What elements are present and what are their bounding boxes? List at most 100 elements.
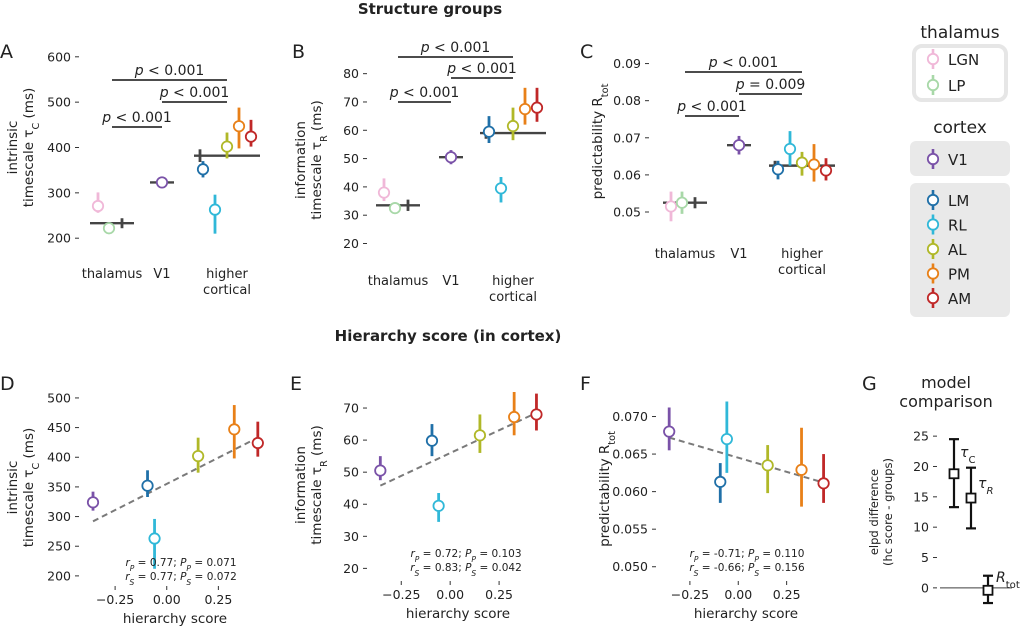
panel-B-xlabel-thalamus: thalamus — [368, 274, 429, 289]
panel-C-point-AL — [795, 156, 809, 169]
panel-C-sig-label-part: < 0.001 — [718, 55, 779, 71]
panel-E-ytick-label: 70 — [343, 401, 359, 416]
panel-A-point-PM — [232, 120, 246, 133]
panel-B-sig-label-part: p — [389, 85, 399, 101]
panel-A-xlabel-cortical: cortical — [203, 283, 251, 298]
legend-V1-marker — [926, 152, 940, 166]
panel-G-ytick-label: 25 — [913, 429, 929, 444]
panel-G-ytick-label: 20 — [913, 459, 929, 474]
panel-C-xlabel-higher: higher — [781, 247, 823, 262]
panel-F-xlabel: hierarchy score — [694, 606, 798, 622]
panel-E-stats-line-part: r — [410, 548, 415, 560]
section-title-bottom: Hierarchy score (in cortex) — [335, 327, 562, 345]
panel-E-stats-line-part: P — [471, 555, 476, 564]
panel-D-fit-line — [92, 436, 259, 523]
panel-A-ytick-label: 400 — [47, 140, 71, 155]
legend-PM-label: PM — [948, 266, 970, 284]
panel-D-xtick-label: −0.25 — [96, 592, 134, 607]
panel-G-label-tau-r-part: τ — [978, 476, 987, 492]
panel-C-sig-label-part: p — [708, 55, 718, 71]
panel-C-point-RL — [783, 142, 797, 156]
panel-E-point-LM — [425, 434, 439, 447]
panel-letter-B: B — [292, 41, 305, 63]
panel-D-point-RL — [148, 532, 161, 545]
panel-F-ytick-label: 0.065 — [612, 447, 648, 462]
panel-C-ylabel: predictability Rtot — [590, 83, 611, 199]
panel-E-point-AL — [473, 429, 487, 442]
panel-D-stats-line-part: r — [125, 557, 130, 569]
legend-AM-marker — [926, 291, 940, 305]
panel-E-stats-line-part: S — [471, 569, 476, 578]
legend-AM-label: AM — [948, 290, 971, 308]
legend-higher-box — [910, 183, 1010, 317]
panel-F-ylabel: predictability Rtot — [597, 431, 618, 547]
legend-AL-label: AL — [948, 241, 967, 259]
panel-D-ytick-label: 500 — [47, 390, 71, 405]
panel-C-ytick-label: 0.05 — [613, 205, 641, 220]
panel-G-label-tau-c-part: C — [968, 455, 975, 466]
panel-F-point-AL — [761, 459, 774, 472]
panel-D-stats-line-part: P — [180, 571, 187, 583]
panel-E-ylabel-line2: timescale τR (ms) — [309, 425, 330, 545]
panel-B-ylabel-line1: information — [293, 121, 309, 199]
legend-RL-label: RL — [948, 217, 967, 235]
panel-G-label-rtot: Rtot — [996, 570, 1020, 591]
panel-A-point-AL — [220, 140, 234, 153]
panel-E-stats-line-part: = 0.83; — [419, 562, 465, 574]
panel-G-label-tau-c: τC — [960, 445, 975, 466]
panel-F-stats-line-part: S — [694, 569, 699, 578]
panel-A-point-RL — [208, 203, 222, 216]
panel-C-ytick-label: 0.06 — [613, 167, 641, 182]
panel-A-point-LP — [102, 222, 116, 235]
panel-C-xlabel-cortical: cortical — [778, 263, 826, 278]
panel-A-sig-label: p < 0.001 — [101, 110, 172, 126]
panel-C-xlabel-v1: V1 — [730, 247, 747, 262]
panel-C-point-V1 — [732, 139, 746, 152]
panel-A-xlabel-higher: higher — [206, 267, 248, 282]
panel-B-point-LP — [388, 202, 402, 215]
panel-B-sig-label-part: p — [446, 61, 456, 77]
panel-E-stats-line-part: = 0.042 — [476, 562, 522, 574]
panel-F-ylabel-part: predictability R — [597, 445, 613, 547]
panel-F-point-AM — [817, 477, 830, 490]
panel-D-stats-line-part: P — [130, 564, 135, 573]
panel-E-stats-line-part: P — [465, 548, 472, 560]
panel-D-point-LM — [141, 479, 154, 492]
panel-D-point-AL — [192, 449, 205, 463]
panel-F-stats-line-part: = -0.71; — [698, 548, 748, 560]
panel-F-ylabel-part: tot — [607, 431, 618, 445]
panel-D-stats-line: rS = 0.77; PS = 0.072 — [125, 571, 237, 587]
panel-F-ytick-label: 0.050 — [612, 559, 648, 574]
panel-B-point-V1 — [444, 151, 458, 164]
panel-F-stats-line-part: r — [690, 548, 695, 560]
panel-G-ytick-label: 5 — [921, 550, 929, 565]
panel-F-xtick-label: 0.25 — [773, 587, 801, 602]
panel-G-point-R_tot — [982, 584, 994, 596]
legend-V1-label: V1 — [948, 151, 968, 169]
panel-F-ytick-label: 0.055 — [612, 522, 648, 537]
panel-F-xtick-label: −0.25 — [671, 587, 709, 602]
panel-B-ytick-label: 60 — [343, 123, 359, 138]
panel-E-stats-line: rS = 0.83; PS = 0.042 — [410, 562, 522, 578]
panel-B-point-RL — [494, 182, 508, 195]
panel-B-ylabel-line2-part: timescale τ — [309, 142, 325, 220]
panel-B-point-LGN — [377, 186, 391, 199]
panel-B-point-LM — [482, 125, 496, 138]
panel-E-stats-line-part: r — [410, 562, 415, 574]
panel-E-point-V1 — [374, 464, 387, 477]
panel-G-label-tau-r: τR — [978, 476, 993, 497]
panel-A-ytick-label: 500 — [47, 95, 71, 110]
panel-D-xtick-label: 0.25 — [204, 592, 232, 607]
panel-D-stats-line: rP = 0.77; PP = 0.071 — [125, 557, 236, 573]
panel-G-label-tau-c-part: τ — [960, 445, 969, 461]
panel-F-stats-line-part: = 0.156 — [759, 562, 805, 574]
panel-C-xlabel-thalamus: thalamus — [655, 247, 716, 262]
panel-B-ytick-label: 50 — [343, 151, 359, 166]
panel-D-point-V1 — [86, 496, 100, 509]
panel-E-ylabel-line2-part: R — [319, 460, 330, 467]
panel-E-stats-line-part: P — [415, 555, 420, 564]
panel-D-stats-line-part: S — [186, 578, 191, 587]
panel-D-ytick-label: 400 — [47, 450, 71, 465]
panel-A-sig-label: p < 0.001 — [159, 85, 230, 101]
panel-C-point-LGN — [664, 200, 678, 213]
